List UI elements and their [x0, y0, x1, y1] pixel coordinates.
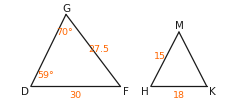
- Text: 59°: 59°: [38, 71, 54, 80]
- Text: 70°: 70°: [57, 28, 73, 37]
- Text: K: K: [209, 87, 216, 97]
- Text: D: D: [21, 87, 29, 97]
- Text: 27.5: 27.5: [88, 45, 110, 54]
- Text: F: F: [123, 87, 129, 97]
- Text: 30: 30: [70, 91, 82, 100]
- Text: 15: 15: [154, 52, 166, 61]
- Text: G: G: [62, 4, 70, 14]
- Text: M: M: [175, 21, 183, 31]
- Text: H: H: [142, 87, 149, 97]
- Text: 18: 18: [173, 91, 185, 100]
